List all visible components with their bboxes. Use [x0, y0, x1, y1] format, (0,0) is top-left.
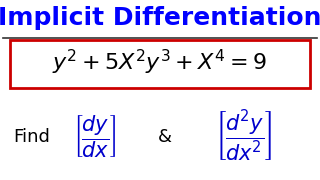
Text: $\left[\dfrac{dy}{dx}\right]$: $\left[\dfrac{dy}{dx}\right]$: [73, 114, 116, 160]
Text: Find: Find: [13, 128, 51, 146]
Text: $\left[\dfrac{d^2y}{dx^2}\right]$: $\left[\dfrac{d^2y}{dx^2}\right]$: [214, 109, 272, 165]
FancyBboxPatch shape: [10, 40, 310, 88]
Text: $y^2 + 5X^2y^3 + X^4 = 9$: $y^2 + 5X^2y^3 + X^4 = 9$: [52, 48, 268, 77]
Text: Implicit Differentiation: Implicit Differentiation: [0, 6, 320, 30]
Text: &: &: [158, 128, 172, 146]
